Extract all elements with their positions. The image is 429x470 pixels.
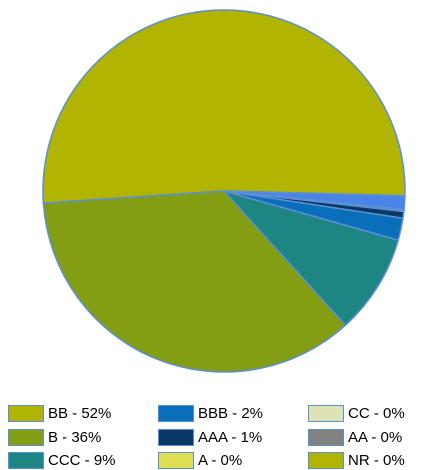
pie-slice-ccc [223, 190, 399, 326]
pie-slice-other [223, 190, 406, 210]
pie-slice-bb [42, 9, 406, 204]
pie-slice-b [42, 190, 347, 373]
